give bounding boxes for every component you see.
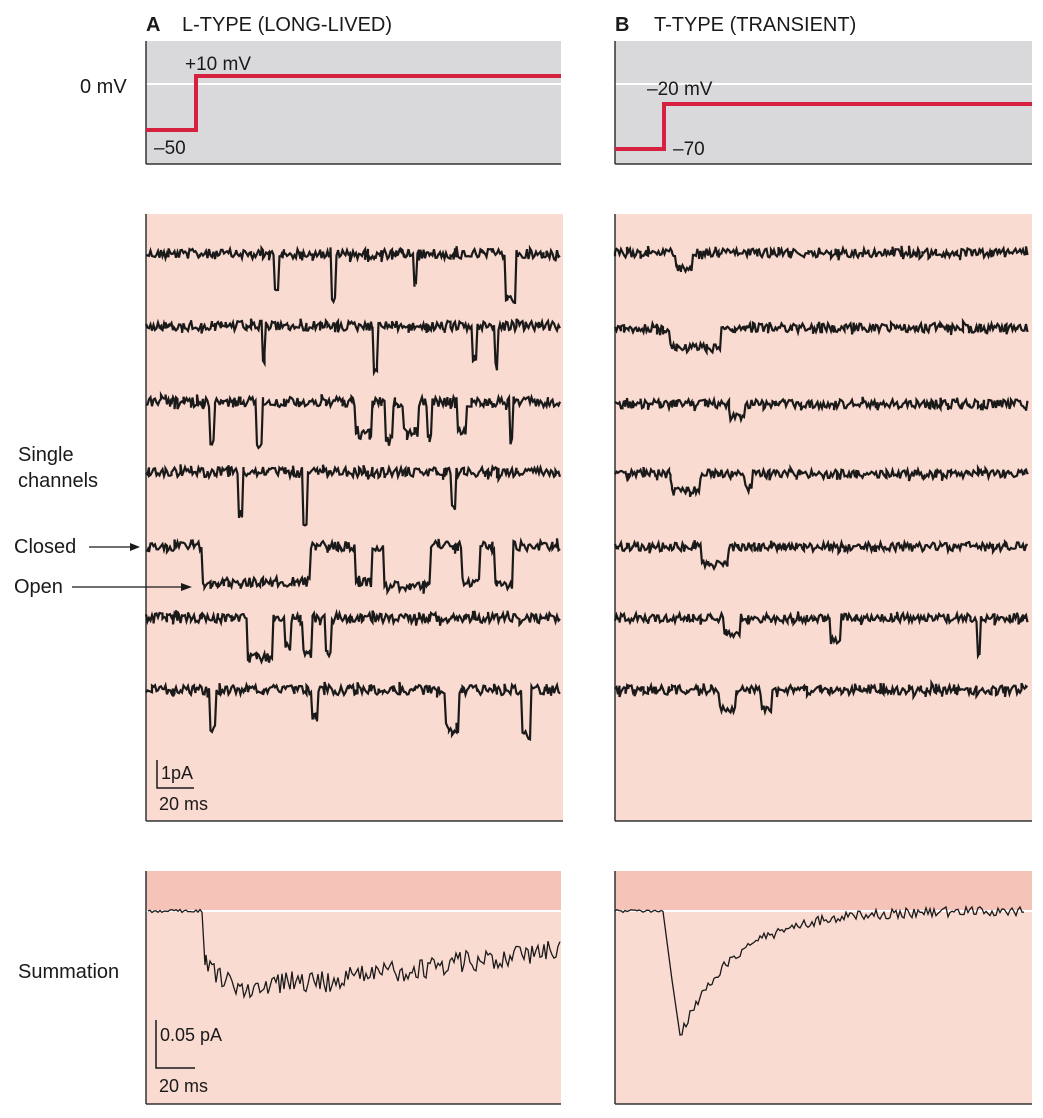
single-channel-traces-b xyxy=(613,244,1029,717)
voltage-panel-b: –20 mV –70 xyxy=(614,41,1032,165)
single-channel-trace-a-5 xyxy=(145,537,561,596)
zero-mv-label: 0 mV xyxy=(80,76,127,98)
panel-b-title: T-TYPE (TRANSIENT) xyxy=(654,14,856,36)
single-channels-label-1: Single xyxy=(18,444,74,466)
summation-label: Summation xyxy=(18,961,119,983)
open-label: Open xyxy=(14,576,63,598)
panel-b-letter: B xyxy=(615,14,629,36)
open-arrow xyxy=(72,583,192,591)
sum-scale-a-time: 20 ms xyxy=(159,1076,208,1096)
summation-band-a xyxy=(146,871,561,911)
step-b-bottom-label: –70 xyxy=(673,139,705,160)
summation-panel-b xyxy=(614,871,1032,1105)
single-channel-trace-b-3 xyxy=(614,395,1029,424)
single-channel-trace-a-2 xyxy=(144,317,561,377)
scale-bar-a: 1pA 20 ms xyxy=(156,760,208,814)
closed-label: Closed xyxy=(14,536,76,558)
voltage-box-a xyxy=(146,41,561,164)
scale-a-time: 20 ms xyxy=(159,794,208,814)
single-channel-trace-a-4 xyxy=(145,463,562,527)
voltage-step-b xyxy=(615,102,1032,151)
sum-scale-bar-a-lines xyxy=(155,1020,195,1069)
single-channel-trace-b-2 xyxy=(613,317,1029,356)
single-channel-trace-a-3 xyxy=(145,390,562,450)
voltage-step-a xyxy=(146,74,561,132)
panel-a-title: L-TYPE (LONG-LIVED) xyxy=(182,14,392,36)
single-channel-panel-a: 1pA 20 ms xyxy=(144,214,563,822)
step-a-top-label: +10 mV xyxy=(185,54,251,75)
summation-band-b xyxy=(615,871,1032,911)
closed-arrow xyxy=(89,543,140,551)
single-channel-panel-b xyxy=(613,214,1032,822)
single-channels-label-2: channels xyxy=(18,470,98,492)
single-channel-trace-a-6 xyxy=(144,608,561,665)
voltage-panel-a: +10 mV –50 xyxy=(145,41,561,165)
single-channel-trace-b-5 xyxy=(613,538,1029,572)
panel-a-letter: A xyxy=(146,14,160,36)
summation-trace-b xyxy=(614,904,1025,1036)
single-channel-traces-a xyxy=(144,244,562,742)
single-channel-trace-b-4 xyxy=(614,463,1029,498)
summation-trace-a xyxy=(147,908,561,1000)
step-a-bottom-label: –50 xyxy=(154,138,186,159)
single-channel-trace-b-7 xyxy=(614,678,1029,717)
single-channel-trace-b-1 xyxy=(613,244,1029,275)
single-channel-trace-b-6 xyxy=(613,609,1029,660)
single-channel-trace-a-1 xyxy=(145,244,561,305)
sum-scale-a-current: 0.05 pA xyxy=(160,1025,222,1045)
summation-panel-a: 0.05 pA 20 ms xyxy=(145,871,561,1105)
scale-a-current: 1pA xyxy=(161,763,193,783)
scale-bar-a-lines xyxy=(156,760,194,789)
trace-box-a xyxy=(146,214,563,821)
trace-box-b xyxy=(615,214,1032,821)
sum-scale-bar-a: 0.05 pA 20 ms xyxy=(155,1020,222,1096)
step-b-top-label: –20 mV xyxy=(647,79,713,100)
single-channel-trace-a-7 xyxy=(145,681,561,742)
